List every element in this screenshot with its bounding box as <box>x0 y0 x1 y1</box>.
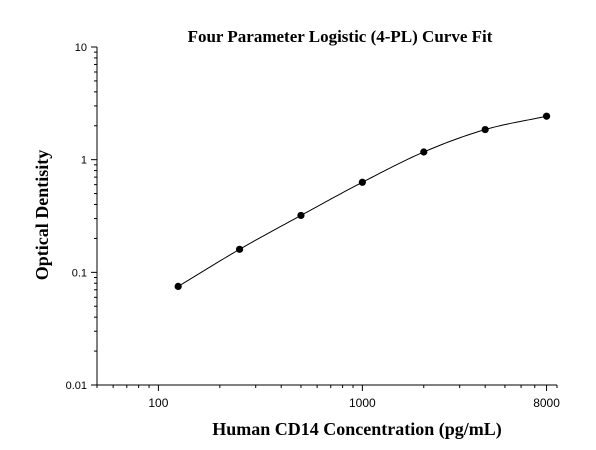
x-tick-label: 1000 <box>349 396 376 410</box>
data-points <box>174 112 551 291</box>
data-point <box>297 211 305 220</box>
data-point <box>235 245 244 253</box>
ticks: 0.01 0.1 1 10 100 1000 8000 <box>66 42 561 410</box>
fit-curve-line <box>177 115 547 287</box>
x-tick-label: 100 <box>148 396 168 410</box>
x-tick-label: 8000 <box>533 396 560 410</box>
y-tick-label: 10 <box>75 42 87 54</box>
data-point <box>420 148 428 156</box>
y-tick-label: 1 <box>81 155 87 167</box>
chart-title: Four Parameter Logistic (4-PL) Curve Fit <box>188 27 493 46</box>
x-axis-label: Human CD14 Concentration (pg/mL) <box>212 419 502 440</box>
y-tick-label: 0.01 <box>66 380 87 392</box>
y-axis-label: Optical Dentisity <box>32 150 52 281</box>
data-point <box>542 112 551 120</box>
data-point <box>481 125 489 134</box>
fit-curve <box>177 115 547 287</box>
data-point <box>358 178 366 186</box>
axes <box>96 47 557 386</box>
y-tick-label: 0.1 <box>72 267 87 279</box>
data-point <box>174 282 182 291</box>
